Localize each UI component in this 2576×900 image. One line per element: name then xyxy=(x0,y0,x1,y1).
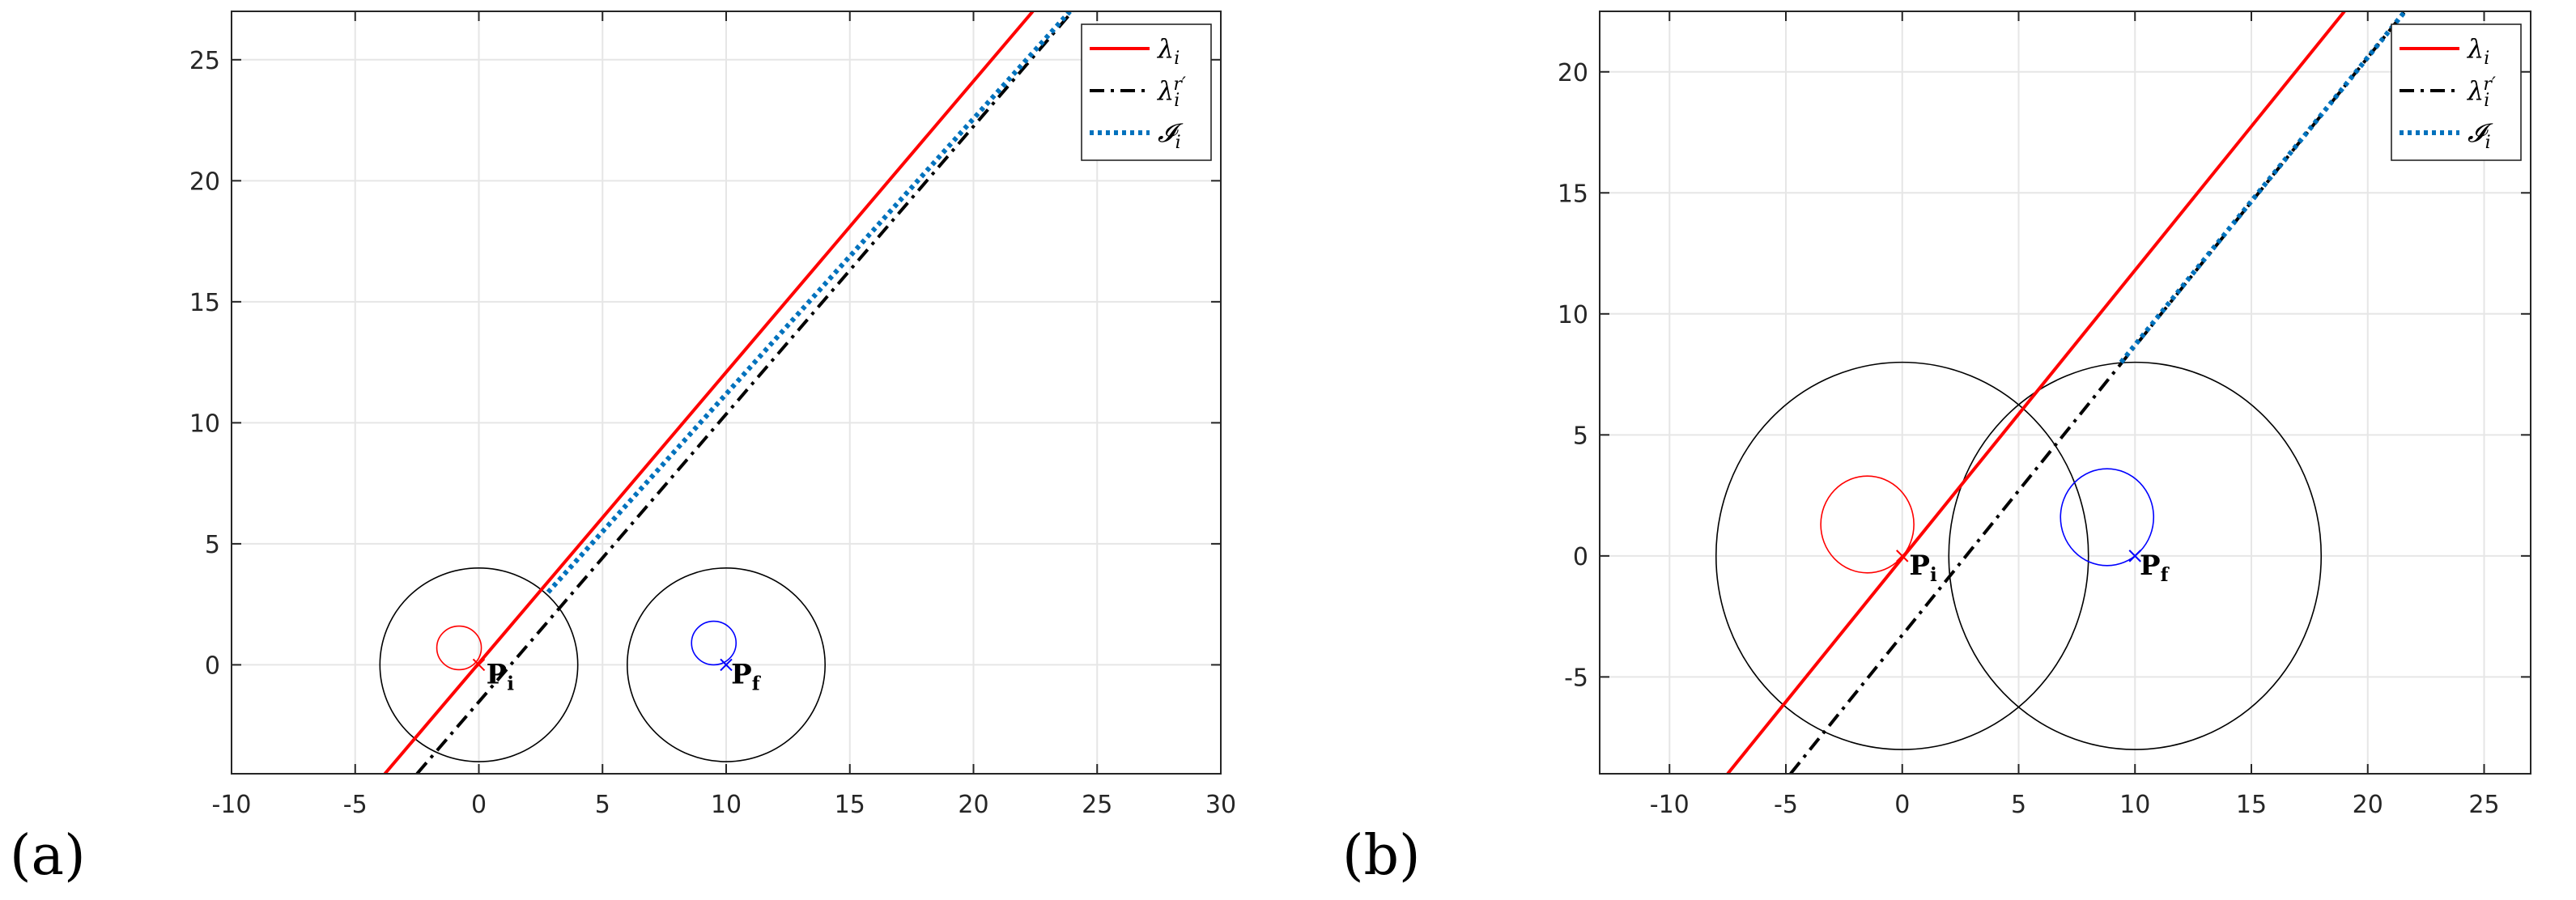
point-marker-0 xyxy=(472,658,486,672)
x-tick-label-20: 20 xyxy=(2353,791,2383,819)
x-tick-label--5: -5 xyxy=(1774,791,1798,819)
x-tick-label-5: 5 xyxy=(2011,791,2026,819)
panel-label-a: (a) xyxy=(10,824,86,888)
point-marker-1 xyxy=(2128,550,2141,562)
y-tick-label-20: 20 xyxy=(1558,59,1588,87)
y-tick-label-0: 0 xyxy=(1573,543,1588,571)
x-tick-label-15: 15 xyxy=(835,791,865,819)
x-tick-label-25: 25 xyxy=(1082,791,1112,819)
y-tick-label-5: 5 xyxy=(205,531,220,559)
y-tick-label-15: 15 xyxy=(189,289,220,317)
circle-2 xyxy=(436,625,482,671)
plot-area xyxy=(1600,11,2531,774)
x-tick-label-10: 10 xyxy=(2119,791,2150,819)
y-tick-label-10: 10 xyxy=(189,410,220,438)
series-line-1 xyxy=(415,11,1074,774)
y-tick-label-20: 20 xyxy=(189,168,220,196)
series-line-0 xyxy=(1726,11,2346,774)
x-tick-label--5: -5 xyxy=(343,791,368,819)
x-tick-label-10: 10 xyxy=(711,791,742,819)
x-tick-label-20: 20 xyxy=(958,791,988,819)
legend-label-1: λir′ xyxy=(1156,74,1186,111)
circle-1 xyxy=(1948,361,2323,750)
plot-content xyxy=(1715,11,2408,774)
plot-content xyxy=(379,11,1074,774)
y-tick-label-5: 5 xyxy=(1573,422,1588,450)
x-tick-label-30: 30 xyxy=(1205,791,1236,819)
y-tick-label--5: -5 xyxy=(1564,664,1588,692)
series-line-2 xyxy=(546,11,1072,594)
x-tick-label-5: 5 xyxy=(595,791,610,819)
y-tick-label-15: 15 xyxy=(1558,180,1588,208)
y-tick-label-0: 0 xyxy=(205,652,220,680)
y-tick-label-10: 10 xyxy=(1558,301,1588,329)
axes-box xyxy=(1599,11,2531,775)
series-line-0 xyxy=(383,11,1035,774)
y-tick-label-25: 25 xyxy=(189,47,220,75)
series-line-2 xyxy=(2119,11,2408,364)
circle-3 xyxy=(2060,468,2155,567)
x-tick-label--10: -10 xyxy=(212,791,252,819)
x-tick-label-0: 0 xyxy=(1894,791,1910,819)
circle-1 xyxy=(626,567,826,762)
point-marker-1 xyxy=(720,658,733,672)
panel-label-b: (b) xyxy=(1342,824,1421,888)
circle-2 xyxy=(1820,475,1915,574)
circle-0 xyxy=(379,567,579,762)
circle-3 xyxy=(691,620,738,666)
series-line-1 xyxy=(1789,11,2407,774)
point-marker-0 xyxy=(1896,550,1909,562)
x-tick-label--10: -10 xyxy=(1650,791,1690,819)
circle-0 xyxy=(1715,361,2089,750)
x-tick-label-15: 15 xyxy=(2236,791,2267,819)
x-tick-label-25: 25 xyxy=(2468,791,2499,819)
x-tick-label-0: 0 xyxy=(471,791,487,819)
